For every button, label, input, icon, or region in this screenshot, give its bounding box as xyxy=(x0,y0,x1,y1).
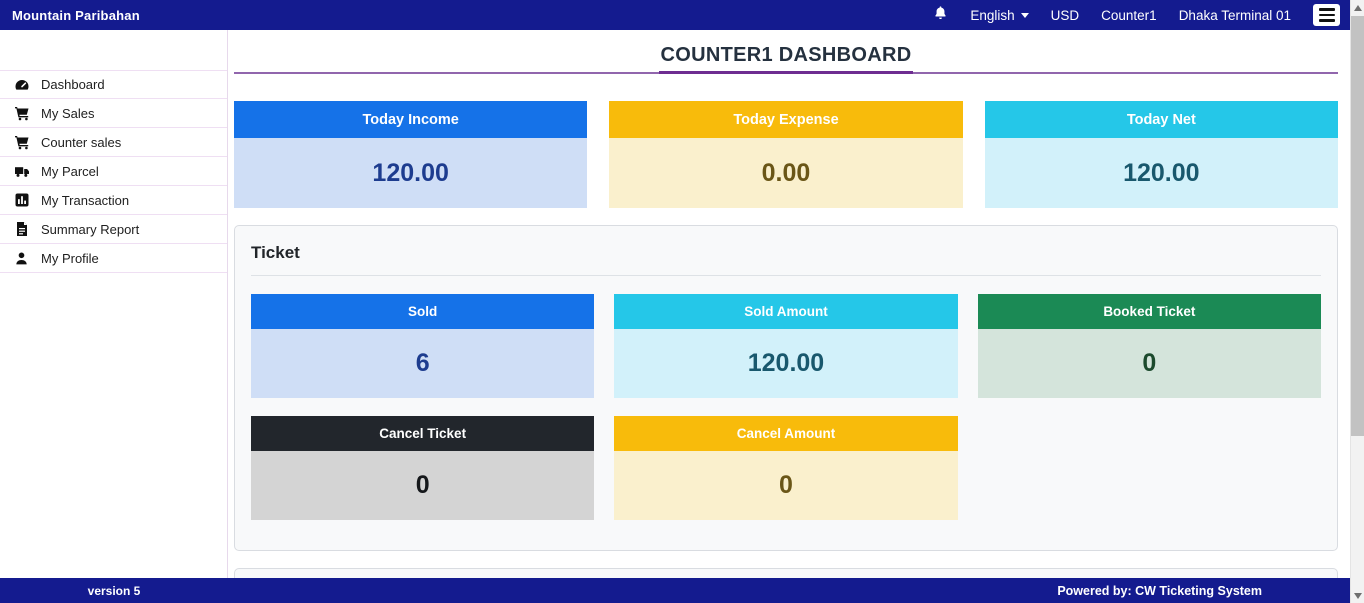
card-value: 120.00 xyxy=(614,329,958,398)
card-header: Cancel Ticket xyxy=(251,416,595,451)
hamburger-icon xyxy=(1318,8,1335,11)
ticket-section-heading: Ticket xyxy=(251,243,300,262)
shopping-cart-icon xyxy=(13,105,30,121)
sidebar-item-label: My Parcel xyxy=(41,163,99,179)
booked-ticket-card: Booked Ticket 0 xyxy=(977,294,1321,398)
sidebar-item-my-transaction[interactable]: My Transaction xyxy=(0,186,227,215)
card-value: 0 xyxy=(977,329,1321,398)
arrow-up-icon xyxy=(1354,4,1362,11)
truck-icon xyxy=(13,163,30,179)
sidebar-item-my-sales[interactable]: My Sales xyxy=(0,99,227,128)
summary-cards: Today Income 120.00 Today Expense 0.00 T… xyxy=(234,101,1338,208)
chevron-down-icon xyxy=(1020,12,1029,18)
card-header: Sold Amount xyxy=(614,294,958,329)
today-net-card: Today Net 120.00 xyxy=(984,101,1338,208)
version-label: version 5 xyxy=(87,583,141,598)
card-header: Today Expense xyxy=(609,101,963,138)
sidebar-item-my-parcel[interactable]: My Parcel xyxy=(0,157,227,186)
card-value: 0 xyxy=(251,451,595,520)
sidebar: Dashboard My Sales Counter sales My Parc… xyxy=(0,30,228,578)
sidebar-item-label: Counter sales xyxy=(41,134,122,150)
card-header: Sold xyxy=(251,294,595,329)
sold-amount-card: Sold Amount 120.00 xyxy=(614,294,958,398)
report-file-icon xyxy=(13,221,30,237)
empty-grid-cell xyxy=(978,416,1321,520)
page-title: COUNTER1 DASHBOARD xyxy=(658,30,914,74)
powered-by-label: Powered by: CW Ticketing System xyxy=(1057,583,1262,598)
sidebar-item-summary-report[interactable]: Summary Report xyxy=(0,215,227,244)
title-underline: COUNTER1 DASHBOARD xyxy=(234,30,1338,74)
scroll-down-button[interactable] xyxy=(1351,588,1364,603)
ticket-cards: Sold 6 Sold Amount 120.00 Booked Ticket … xyxy=(251,294,1321,520)
card-value: 6 xyxy=(251,329,595,398)
card-header: Today Net xyxy=(984,101,1338,138)
sidebar-item-counter-sales[interactable]: Counter sales xyxy=(0,128,227,157)
card-header: Booked Ticket xyxy=(977,294,1321,329)
sidebar-item-label: Summary Report xyxy=(41,221,140,237)
terminal-label[interactable]: Dhaka Terminal 01 xyxy=(1178,7,1291,23)
cancel-ticket-card: Cancel Ticket 0 xyxy=(251,416,595,520)
notifications-button[interactable] xyxy=(933,5,948,25)
card-value: 0 xyxy=(614,451,958,520)
card-header: Cancel Amount xyxy=(614,416,958,451)
today-income-card: Today Income 120.00 xyxy=(234,101,588,208)
cancel-amount-card: Cancel Amount 0 xyxy=(614,416,958,520)
sidebar-item-label: My Profile xyxy=(41,250,99,266)
arrow-down-icon xyxy=(1354,592,1362,599)
sidebar-item-label: My Transaction xyxy=(41,192,130,208)
language-label: English xyxy=(970,7,1015,23)
language-dropdown[interactable]: English xyxy=(970,7,1029,23)
vertical-scrollbar[interactable] xyxy=(1350,0,1364,603)
sidebar-item-my-profile[interactable]: My Profile xyxy=(0,244,227,273)
today-expense-card: Today Expense 0.00 xyxy=(609,101,963,208)
card-value: 120.00 xyxy=(234,138,588,208)
dashboard-gauge-icon xyxy=(13,77,30,93)
card-header: Today Income xyxy=(234,101,588,138)
top-navbar: Mountain Paribahan English USD Counter1 … xyxy=(0,0,1350,30)
bar-chart-icon xyxy=(13,192,30,208)
ticket-section: Ticket Sold 6 Sold Amount 120.00 Booked … xyxy=(234,225,1338,551)
brand-title: Mountain Paribahan xyxy=(12,7,140,23)
scroll-up-button[interactable] xyxy=(1351,0,1364,15)
currency-label[interactable]: USD xyxy=(1050,7,1080,23)
sold-card: Sold 6 xyxy=(251,294,595,398)
bell-icon xyxy=(933,5,948,25)
footer-bar: version 5 Powered by: CW Ticketing Syste… xyxy=(0,578,1350,603)
navbar-right-group: English USD Counter1 Dhaka Terminal 01 xyxy=(933,4,1340,26)
card-value: 120.00 xyxy=(984,138,1338,208)
bottom-section-card xyxy=(234,568,1338,578)
section-divider xyxy=(251,275,1321,276)
sidebar-item-label: Dashboard xyxy=(41,77,105,92)
user-icon xyxy=(13,251,30,266)
hamburger-menu-button[interactable] xyxy=(1313,4,1340,26)
scrollbar-thumb[interactable] xyxy=(1351,16,1364,436)
main-content: COUNTER1 DASHBOARD Today Income 120.00 T… xyxy=(228,30,1350,578)
shopping-cart-icon xyxy=(13,134,30,150)
sidebar-menu: Dashboard My Sales Counter sales My Parc… xyxy=(0,70,227,273)
counter-label[interactable]: Counter1 xyxy=(1101,7,1157,23)
sidebar-item-dashboard[interactable]: Dashboard xyxy=(0,70,227,99)
card-value: 0.00 xyxy=(609,138,963,208)
sidebar-item-label: My Sales xyxy=(41,105,95,121)
